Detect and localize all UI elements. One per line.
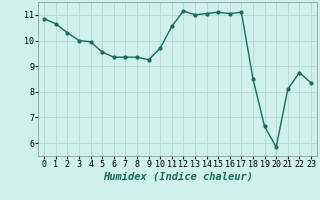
X-axis label: Humidex (Indice chaleur): Humidex (Indice chaleur)	[103, 172, 252, 182]
